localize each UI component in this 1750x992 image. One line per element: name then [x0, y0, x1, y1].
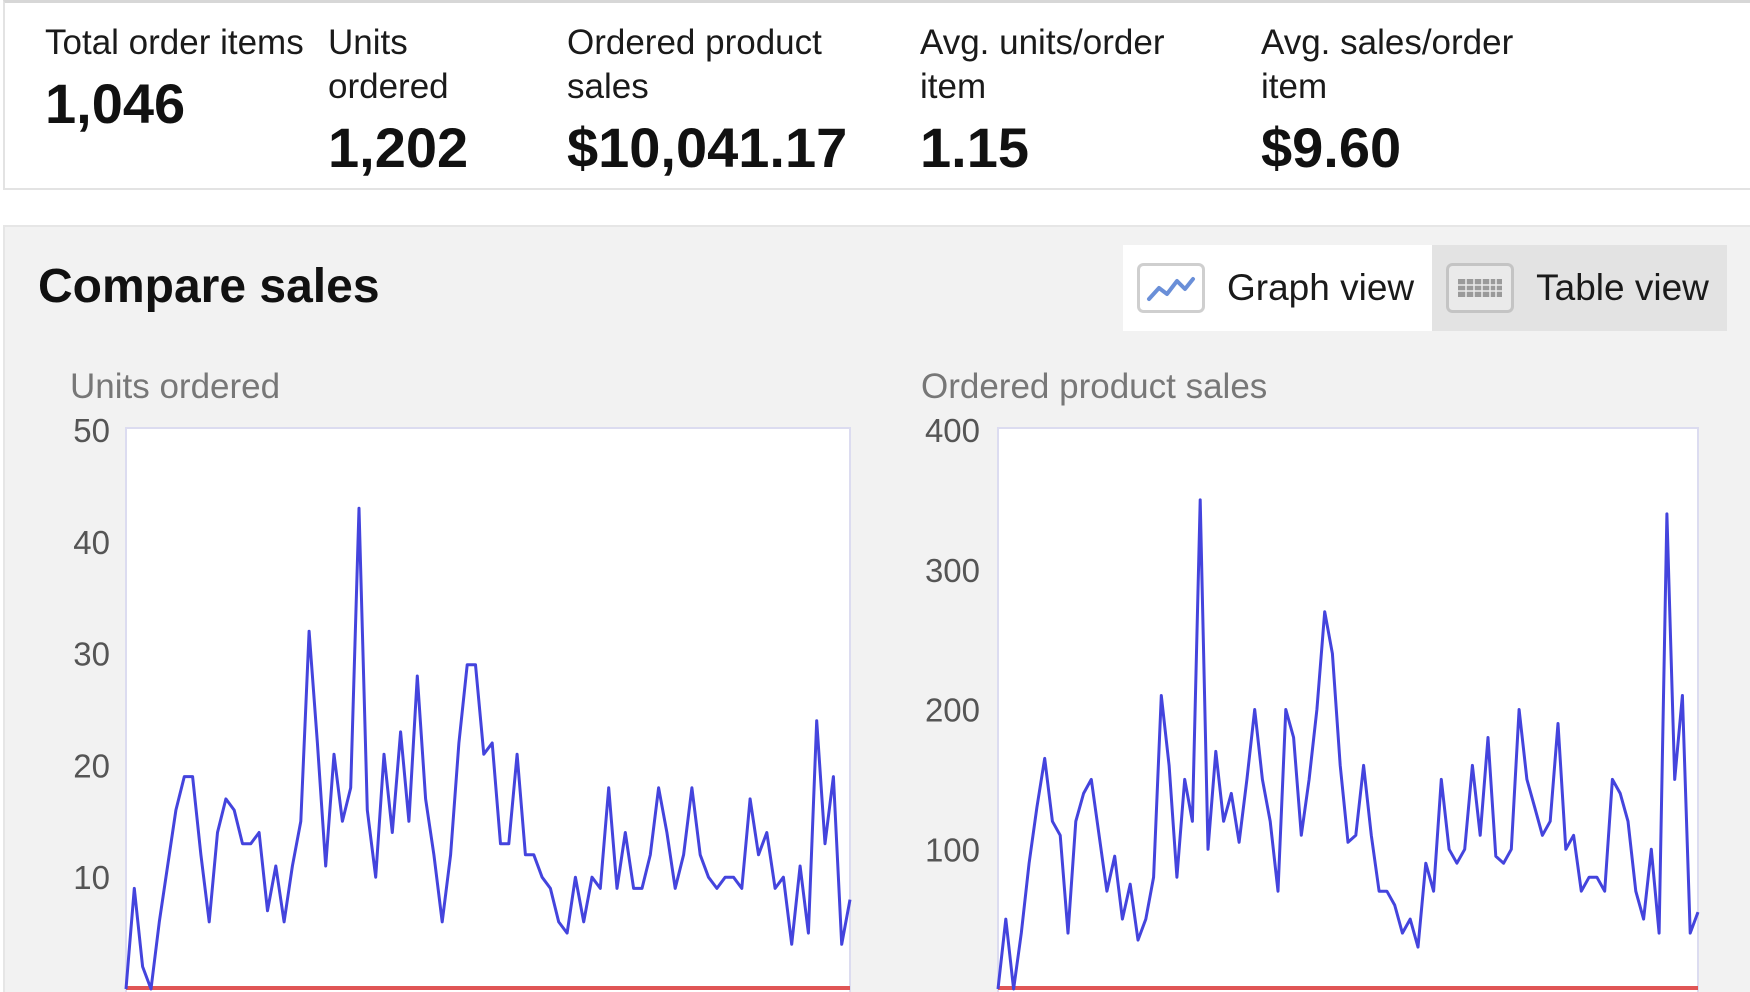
graph-view-button[interactable]: Graph view	[1123, 245, 1433, 331]
y-tick-label: 10	[73, 859, 110, 896]
metric-value: 1.15	[920, 116, 1029, 179]
view-toggle: Graph view Table view	[1123, 245, 1727, 331]
y-tick-label: 300	[925, 552, 980, 589]
series-line	[996, 498, 1700, 991]
chart-ordered-product-sales: Ordered product sales 100 200 300 400	[921, 367, 1700, 992]
chart-title: Units ordered	[70, 367, 280, 406]
y-tick-label: 40	[73, 524, 110, 561]
metric-units-ordered: Units ordered 1,202	[328, 21, 528, 179]
y-tick-label: 100	[925, 831, 980, 868]
series-line	[124, 506, 852, 991]
metric-ordered-product-sales: Ordered product sales $10,041.17	[567, 21, 867, 179]
metric-total-order-items: Total order items 1,046	[45, 21, 305, 135]
plot-area	[125, 427, 851, 992]
metric-value: $9.60	[1261, 116, 1402, 179]
y-tick-label: 50	[73, 412, 110, 449]
y-tick-label: 400	[925, 412, 980, 449]
metric-label: Total order items	[45, 23, 304, 62]
metric-label: Avg. sales/order item	[1261, 23, 1514, 106]
graph-view-label: Graph view	[1227, 267, 1415, 308]
chart-title: Ordered product sales	[921, 367, 1267, 406]
table-view-button[interactable]: Table view	[1432, 245, 1727, 331]
y-tick-label: 30	[73, 636, 110, 673]
metric-value: 1,202	[328, 116, 469, 179]
line-chart-icon	[1137, 263, 1205, 313]
metric-label: Avg. units/order item	[920, 23, 1165, 106]
metric-avg-sales-per-order-item: Avg. sales/order item $9.60	[1261, 21, 1581, 179]
metric-avg-units-per-order-item: Avg. units/order item 1.15	[920, 21, 1240, 179]
table-view-label: Table view	[1536, 267, 1709, 308]
metric-label: Ordered product sales	[567, 23, 822, 106]
metric-value: 1,046	[45, 72, 186, 135]
metrics-summary: Total order items 1,046 Units ordered 1,…	[3, 0, 1750, 190]
y-tick-label: 200	[925, 692, 980, 729]
metric-label: Units ordered	[328, 23, 449, 106]
plot-area	[997, 427, 1699, 992]
keyboard-icon	[1446, 263, 1515, 313]
chart-units-ordered: Units ordered 10 20 30 40 50	[70, 367, 852, 992]
compare-sales-title: Compare sales	[38, 260, 380, 313]
metric-value: $10,041.17	[567, 116, 848, 179]
y-tick-label: 20	[73, 747, 110, 784]
